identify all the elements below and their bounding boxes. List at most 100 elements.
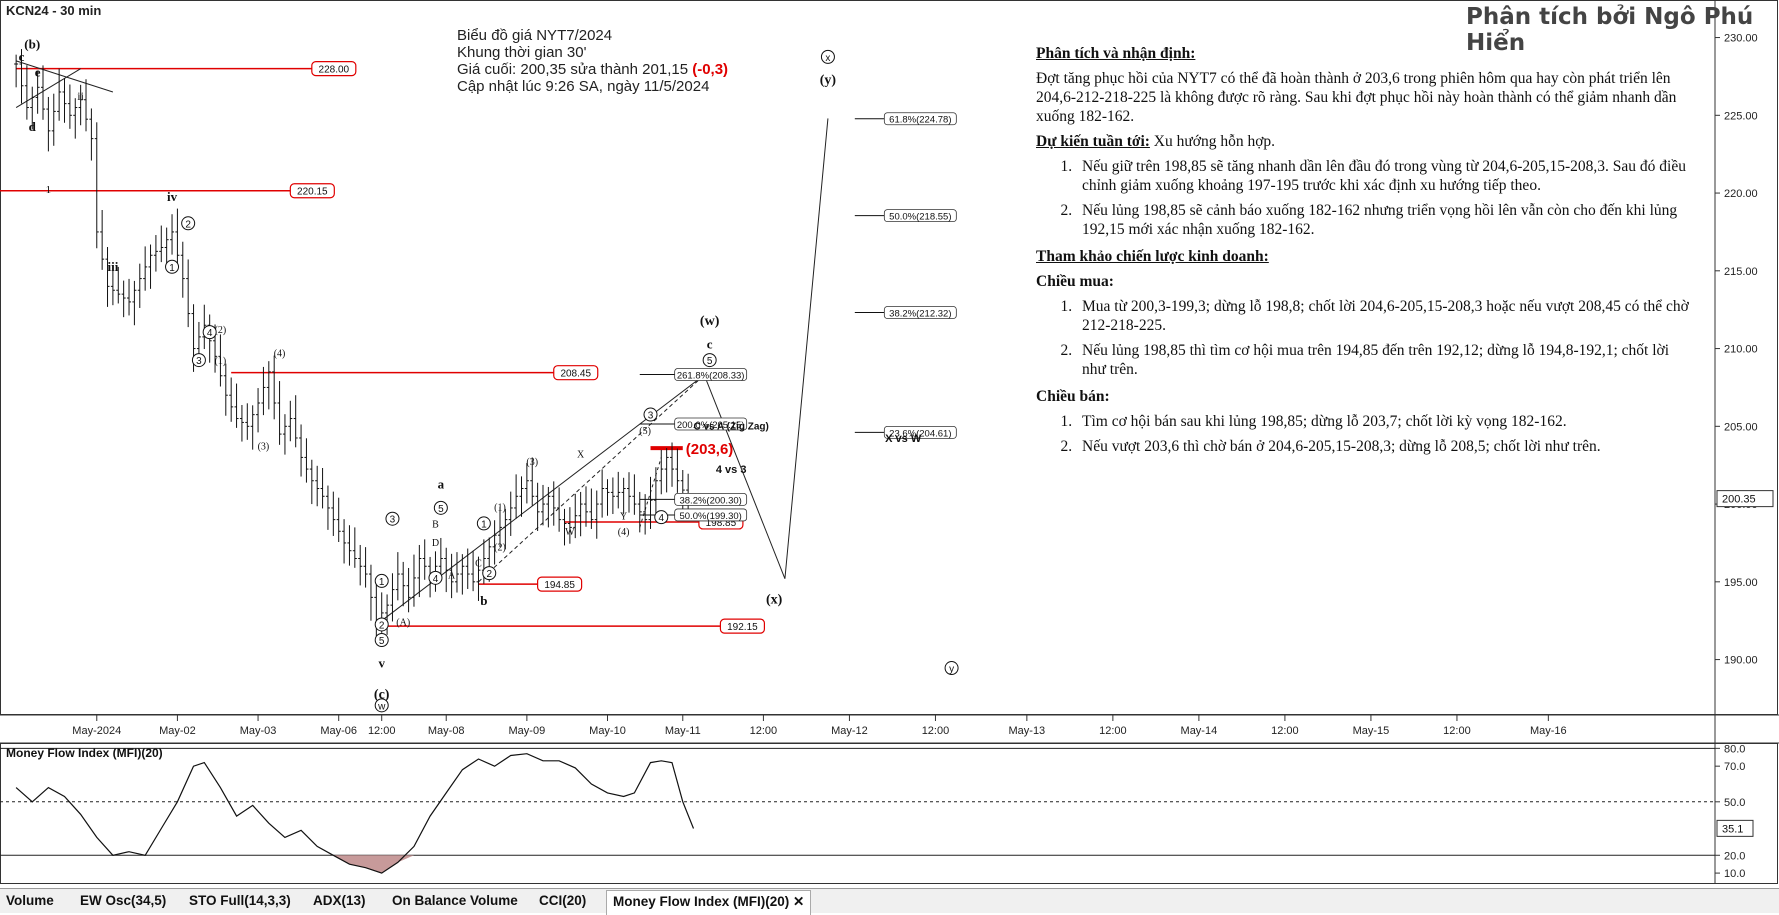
wave-label: D (432, 538, 439, 549)
wave-label: (3) (258, 442, 270, 453)
circled-label-ring (202, 325, 217, 340)
wave-label: (4) (618, 527, 630, 538)
fib-tag (883, 112, 957, 126)
last-price-box (1716, 490, 1774, 508)
fib-label: 23.6%(204.61) (889, 428, 951, 439)
sell-list: Tìm cơ hội bán sau khi lủng 198,85; dừng… (1036, 412, 1696, 456)
buy-item: Mua từ 200,3-199,3; dừng lỗ 198,8; chốt … (1076, 297, 1696, 335)
wave-label: e (35, 64, 41, 79)
tab-mfi[interactable]: Money Flow Index (MFI)(20) ✕ (606, 890, 812, 915)
circled-label: 3 (196, 356, 202, 367)
fib-label: 38.2%(212.32) (889, 308, 951, 319)
time-tick-label: May-09 (509, 725, 546, 737)
wave-label: (b) (24, 36, 40, 51)
circled-label-ring (428, 570, 443, 585)
circled-label-ring (820, 49, 835, 64)
analysis-text: Đợt tăng phục hồi của NYT7 có thể đã hoà… (1036, 70, 1677, 125)
info-line-1: Biểu đồ giá NYT7/2024 (457, 27, 613, 44)
time-tick-label: May-12 (831, 725, 868, 737)
trendline (478, 374, 705, 583)
trendline (703, 374, 786, 579)
circled-label-ring (191, 353, 206, 368)
buy-list: Mua từ 200,3-199,3; dừng lỗ 198,8; chốt … (1036, 297, 1696, 379)
time-tick-label: May-2024 (72, 725, 121, 737)
forecast-item: Nếu giữ trên 198,85 sẽ tăng nhanh dần lê… (1076, 157, 1696, 195)
circled-label: 5 (707, 356, 713, 367)
fib-label: 50.0%(218.55) (889, 212, 951, 223)
wave-label: (4) (274, 348, 286, 359)
time-tick-label: 12:00 (368, 725, 396, 737)
wave-label: b (480, 593, 487, 608)
wave-label: ii (77, 89, 84, 103)
price-tick-label: 205.00 (1724, 421, 1758, 433)
circled-label-ring (374, 573, 389, 588)
fibonacci-levels: 61.8%(224.78) 50.0%(218.55) 38.2%(212.32) 2… (639, 112, 957, 522)
circled-label: 2 (379, 620, 385, 631)
price-tick-label: 215.00 (1724, 266, 1758, 278)
c-vs-a-label: C vs A (Zig Zag) (693, 421, 768, 432)
fib-tag (674, 368, 748, 381)
wave-label: a (438, 477, 445, 492)
wave-label: d (29, 119, 37, 134)
time-tick-label: 12:00 (750, 725, 778, 737)
analysis-panel: Phân tích và nhận định: Đợt tăng phục hồ… (1036, 44, 1696, 464)
tab-adx[interactable]: ADX(13) (313, 893, 366, 908)
close-icon[interactable]: ✕ (793, 894, 805, 909)
level-label: 220.15 (297, 187, 328, 198)
wave-label: (5) (639, 426, 651, 437)
circled-label: 4 (433, 574, 439, 585)
tab-cci[interactable]: CCI(20) (539, 893, 587, 908)
last-price-label: 200.35 (1722, 494, 1756, 506)
time-tick-label: May-08 (428, 725, 465, 737)
wave-label: (2) (215, 325, 227, 336)
tab-sto-full[interactable]: STO Full(14,3,3) (189, 893, 291, 908)
circled-label: w (377, 701, 386, 712)
price-tick-label: 195.00 (1724, 577, 1758, 589)
time-tick-label: May-03 (240, 725, 277, 737)
circled-label-ring (654, 510, 669, 525)
price-bars (14, 49, 691, 639)
circled-label: 5 (438, 504, 444, 515)
mfi-line (15, 753, 695, 874)
symbol-title: KCN24 - 30 min (6, 3, 102, 18)
fib-tag (674, 417, 748, 431)
tab-obv[interactable]: On Balance Volume (392, 893, 518, 908)
info-line-2: Khung thời gian 30' (457, 44, 587, 61)
fib-label: 261.8%(208.33) (677, 371, 745, 382)
forecast-heading: Dự kiến tuần tới: Xu hướng hỗn hợp. (1036, 133, 1276, 150)
level-tag (537, 576, 583, 592)
circled-label: 5 (379, 636, 385, 647)
circled-label: 4 (207, 328, 213, 339)
tab-ew-osc[interactable]: EW Osc(34,5) (80, 893, 167, 908)
wave-label: iv (167, 189, 178, 204)
buy-item: Nếu lủng 198,85 thì tìm cơ hội mua trên … (1076, 341, 1696, 379)
wave-label: (1) (494, 502, 506, 513)
mfi-tick-label: 20.0 (1724, 850, 1745, 862)
wave-label: (1) (215, 356, 227, 367)
mfi-last-box (1716, 819, 1754, 837)
main-chart-frame (0, 0, 1779, 884)
chart-info: Biểu đồ giá NYT7/2024 Khung thời gian 30… (457, 27, 728, 95)
forecast-item: Nếu lủng 198,85 sẽ cảnh báo xuống 182-16… (1076, 201, 1696, 239)
mfi-tick-label: 80.0 (1724, 743, 1745, 755)
price-tick-label: 210.00 (1724, 344, 1758, 356)
wave-label: c (19, 49, 25, 64)
tab-volume[interactable]: Volume (6, 893, 54, 908)
level-tag (719, 618, 766, 634)
circled-label-ring (433, 500, 448, 515)
circled-label-ring (165, 259, 180, 274)
wave-label: (3) (526, 457, 538, 468)
wave-label: iii (107, 259, 118, 274)
level-label: 228.00 (319, 65, 350, 76)
circled-label-ring (944, 661, 959, 676)
wave-label: (w) (700, 314, 720, 329)
trendline (784, 118, 829, 579)
circled-label-ring (476, 516, 491, 531)
fib-label: 50.0%(199.30) (679, 511, 741, 522)
fib-tag (883, 306, 957, 319)
circled-label: 1 (169, 263, 175, 274)
sell-heading: Chiều bán: (1036, 388, 1110, 405)
level-tag (311, 61, 357, 77)
